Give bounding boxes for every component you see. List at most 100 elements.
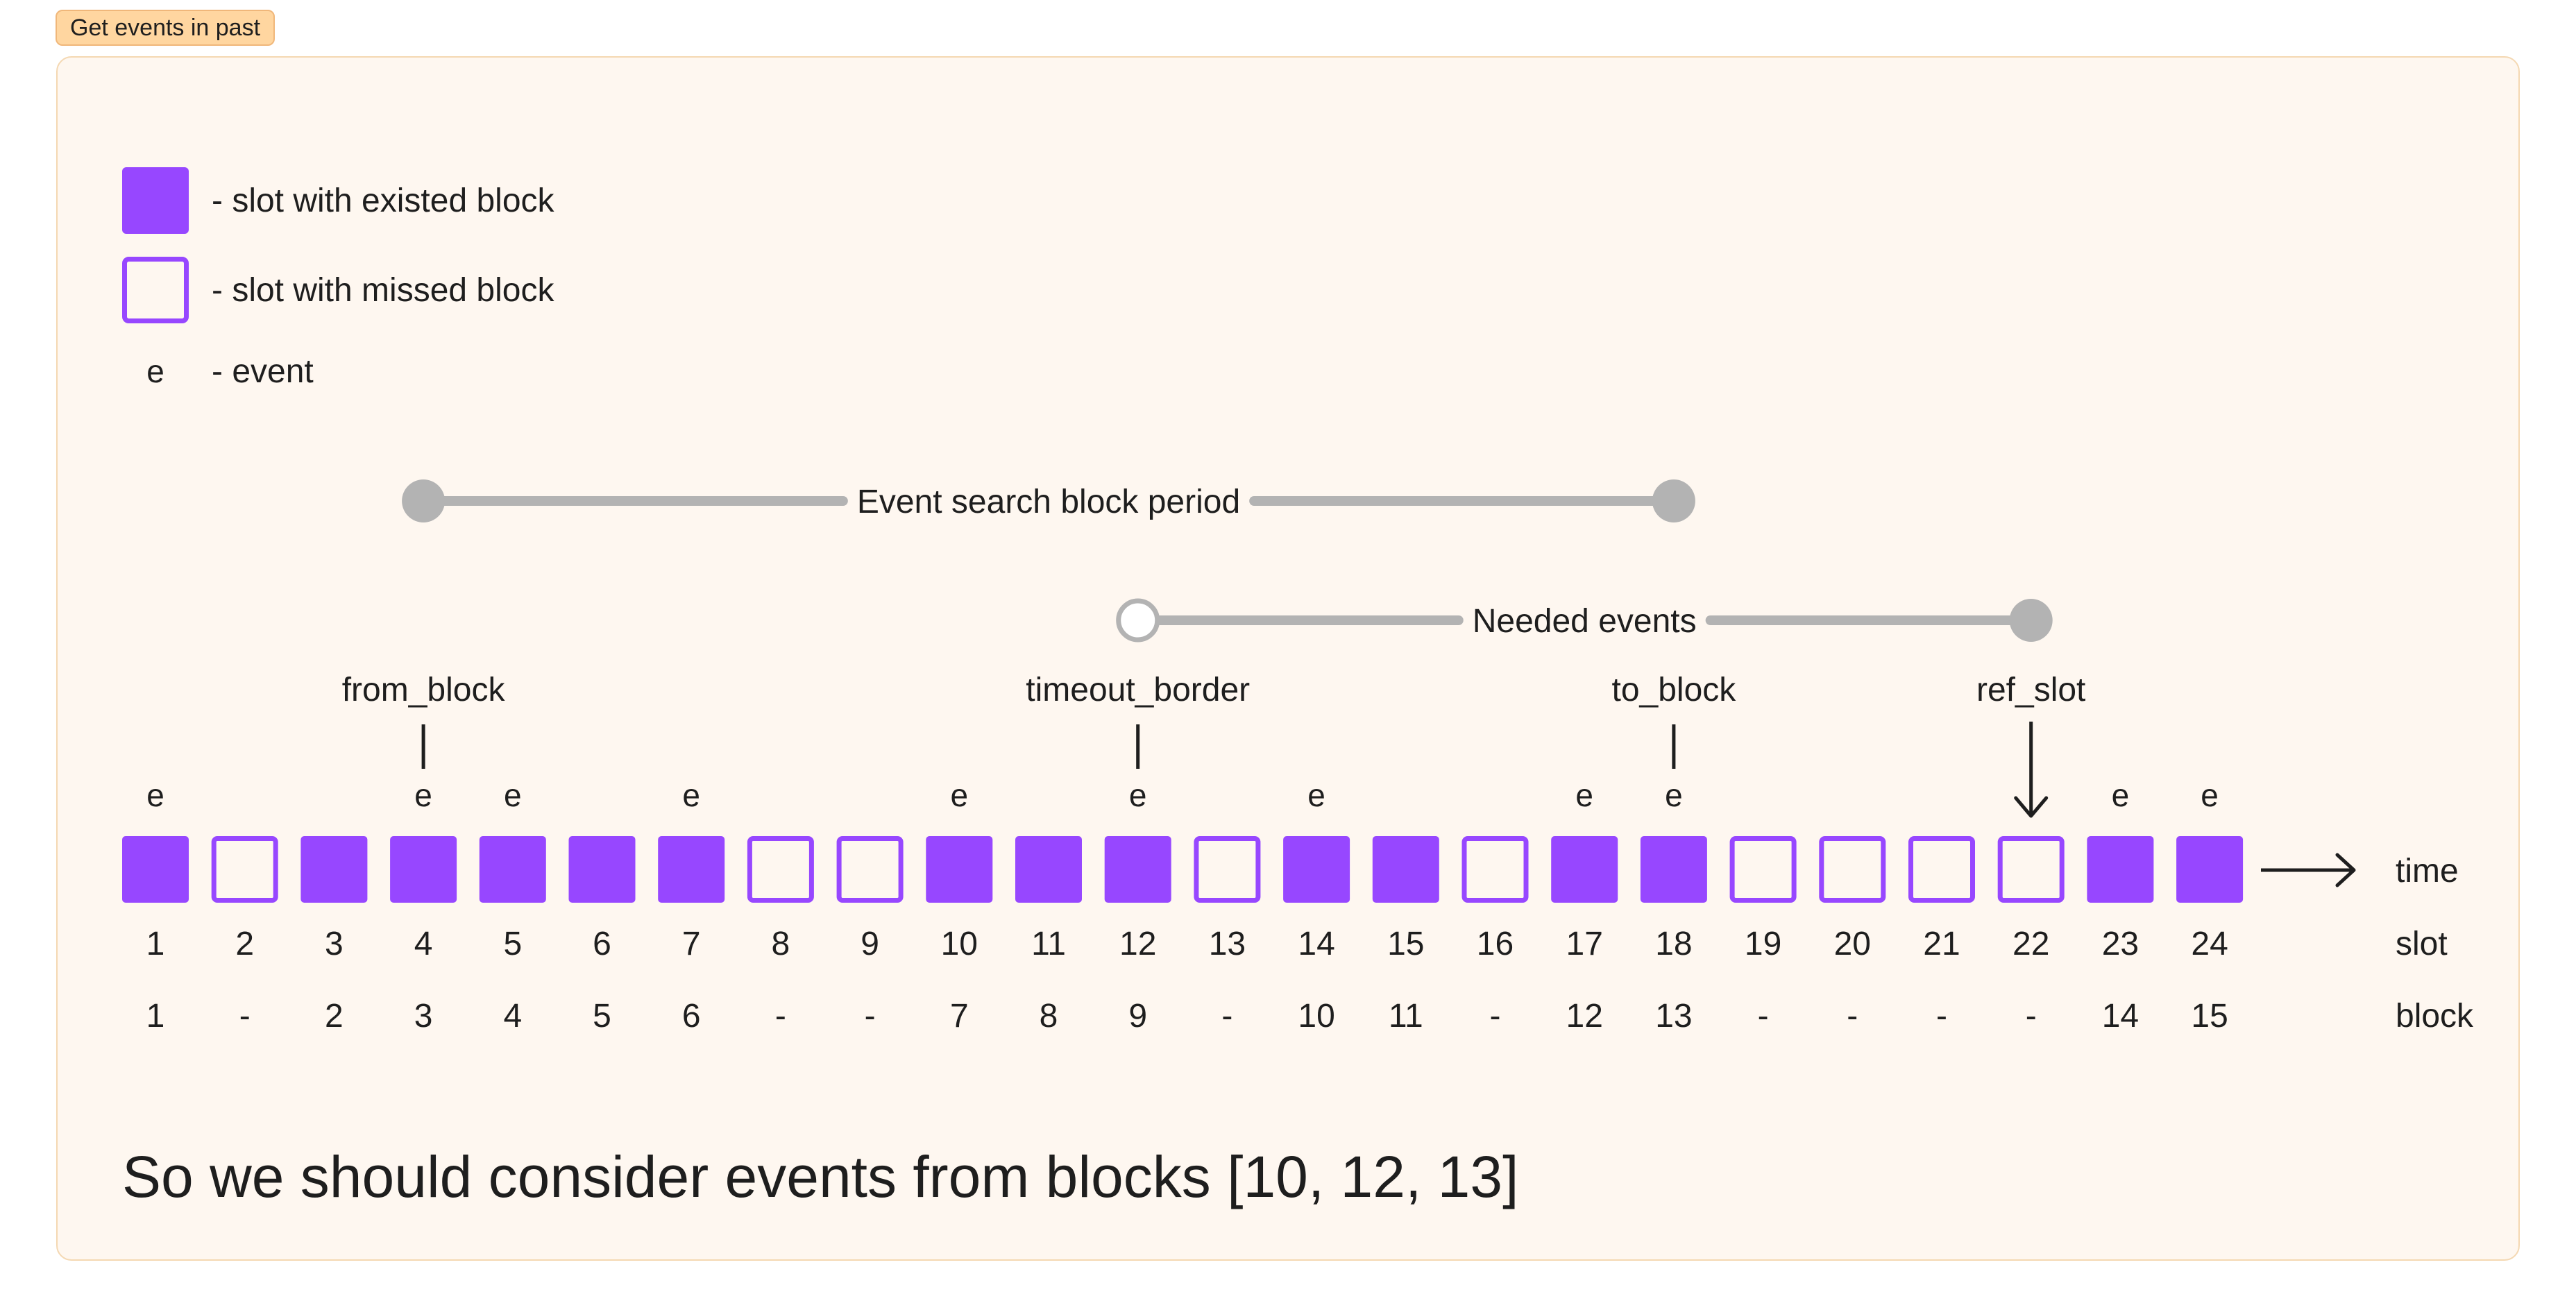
event-marker: e [2112,777,2130,813]
block-number: - [1936,998,1947,1035]
block-number: 7 [950,998,969,1035]
slot-existed-block [1372,836,1439,903]
slot-existed-block [926,836,993,903]
slot-number: 14 [1298,926,1334,962]
search-period-end-dot [1652,479,1695,522]
slot-existed-block [2176,836,2244,903]
block-number: 14 [2102,998,2139,1035]
block-number: 8 [1040,998,1058,1035]
event-marker: e [1129,777,1147,813]
marker-ref_slot-label: ref_slot [1976,672,2085,708]
slot-missed-block [1819,836,1886,903]
legend-existed-square [122,167,189,234]
legend-missed-label: - slot with missed block [212,272,554,309]
legend-existed-label: - slot with existed block [212,182,555,219]
slot-existed-block [658,836,725,903]
legend-event-label: - event [212,353,314,390]
slot-number: 4 [414,926,433,962]
slot-existed-block [1551,836,1618,903]
slot-number: 11 [1031,926,1066,962]
slot-number: 5 [503,926,522,962]
block-number: 3 [414,998,433,1035]
block-number: 1 [146,998,165,1035]
slot-number: 10 [941,926,978,962]
block-number: - [239,998,251,1035]
needed-events-end-dot [2009,599,2053,642]
slot-missed-block [211,836,278,903]
slot-existed-block [1104,836,1171,903]
slot-existed-block [1283,836,1350,903]
block-number: 2 [325,998,344,1035]
block-number: 13 [1655,998,1692,1035]
row-label-slot: slot [2396,926,2448,962]
row-label-block: block [2396,998,2474,1035]
slot-number: 16 [1477,926,1514,962]
slot-number: 3 [325,926,344,962]
row-label-time: time [2396,853,2459,890]
block-number: - [1221,998,1232,1035]
event-marker: e [1575,777,1593,813]
legend-missed-square [122,257,189,323]
slot-number: 21 [1923,926,1960,962]
event-marker: e [1665,777,1683,813]
slot-number: 19 [1745,926,1781,962]
event-marker: e [504,777,522,813]
slot-number: 1 [146,926,165,962]
slot-number: 23 [2102,926,2139,962]
event-marker: e [146,777,164,813]
marker-to_block-label: to_block [1612,672,1737,708]
slot-number: 22 [2012,926,2049,962]
slot-missed-block [1908,836,1975,903]
summary-text: So we should consider events from blocks… [122,1144,1518,1209]
slot-number: 24 [2191,926,2228,962]
marker-ref_slot-arrow-head [2014,796,2049,818]
slot-number: 12 [1119,926,1156,962]
block-number: - [865,998,876,1035]
slot-number: 20 [1834,926,1871,962]
marker-timeout_border-label: timeout_border [1026,672,1250,708]
block-number: - [1758,998,1769,1035]
marker-from_block-label: from_block [342,672,506,708]
event-marker: e [414,777,432,813]
diagram-frame [56,56,2520,1261]
slot-number: 8 [772,926,790,962]
slot-missed-block [1997,836,2065,903]
slot-existed-block [300,836,368,903]
search-period-label: Event search block period [857,484,1240,520]
block-number: - [775,998,786,1035]
slot-missed-block [1729,836,1797,903]
block-number: 9 [1128,998,1147,1035]
needed-events-start-dot [1116,598,1160,643]
slot-missed-block [747,836,814,903]
slot-number: 17 [1566,926,1603,962]
slot-existed-block [390,836,457,903]
slot-number: 13 [1209,926,1246,962]
needed-events-label: Needed events [1473,603,1697,640]
event-marker: e [682,777,700,813]
slot-number: 18 [1655,926,1692,962]
event-marker: e [951,777,969,813]
event-marker: e [2201,777,2219,813]
frame-title-tag: Get events in past [56,10,276,46]
block-number: 12 [1566,998,1603,1035]
event-marker: e [1307,777,1325,813]
legend-event-symbol: e [146,353,164,389]
time-arrow-head [2335,853,2356,887]
slot-number: 2 [235,926,254,962]
block-number: 5 [593,998,611,1035]
block-number: 10 [1298,998,1334,1035]
slot-existed-block [1640,836,1707,903]
slot-missed-block [1461,836,1529,903]
block-number: - [1847,998,1858,1035]
block-number: 15 [2191,998,2228,1035]
slot-existed-block [122,836,189,903]
slot-existed-block [1015,836,1082,903]
slot-number: 15 [1387,926,1424,962]
block-number: 6 [682,998,701,1035]
block-number: 4 [503,998,522,1035]
search-period-start-dot [402,479,446,522]
slot-missed-block [1194,836,1261,903]
slot-existed-block [568,836,636,903]
slot-number: 7 [682,926,701,962]
